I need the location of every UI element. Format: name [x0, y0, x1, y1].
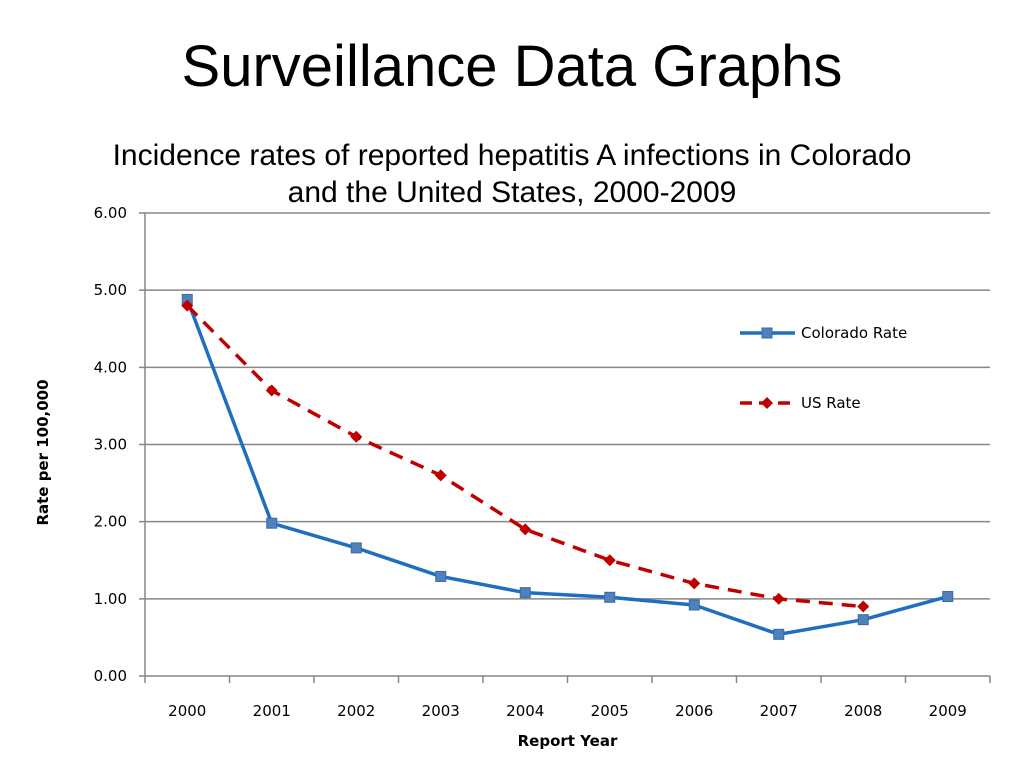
data-point: [350, 542, 362, 554]
data-point: [773, 628, 785, 640]
x-tick-label: 2005: [591, 702, 629, 720]
data-point: [435, 570, 447, 582]
y-tick-label: 1.00: [94, 590, 127, 608]
y-tick-label: 0.00: [94, 667, 127, 685]
x-tick-label: 2007: [760, 702, 798, 720]
y-tick-label: 6.00: [94, 204, 127, 222]
data-point: [688, 577, 701, 590]
data-point: [857, 600, 870, 613]
data-point: [603, 554, 616, 567]
series-line-us-rate: [186, 304, 864, 609]
data-point: [266, 517, 278, 529]
legend-entry: Colorado Rate: [801, 324, 907, 342]
x-axis-label: Report Year: [518, 732, 618, 750]
data-point: [604, 591, 616, 603]
x-tick-label: 2001: [253, 702, 291, 720]
series-line-colorado-rate: [185, 298, 949, 637]
y-tick-label: 2.00: [94, 513, 127, 531]
data-point: [688, 599, 700, 611]
x-tick-label: 2006: [675, 702, 713, 720]
x-tick-label: 2002: [337, 702, 375, 720]
data-point: [350, 430, 363, 443]
chart-title: Incidence rates of reported hepatitis A …: [40, 137, 984, 211]
x-tick-label: 2009: [929, 702, 967, 720]
legend-marker: [761, 397, 773, 409]
data-point: [181, 299, 194, 312]
y-tick-label: 5.00: [94, 281, 127, 299]
x-tick-label: 2008: [844, 702, 882, 720]
data-point: [519, 587, 531, 599]
data-point: [434, 469, 447, 482]
legend-marker: [761, 327, 773, 339]
data-point: [857, 614, 869, 626]
data-point: [942, 591, 954, 603]
data-point: [519, 523, 532, 536]
chart-title-line-2: and the United States, 2000-2009: [287, 176, 737, 209]
y-tick-label: 3.00: [94, 436, 127, 454]
chart-title-line-1: Incidence rates of reported hepatitis A …: [112, 139, 912, 172]
data-point: [265, 384, 278, 397]
slide-title: Surveillance Data Graphs: [181, 34, 843, 99]
x-tick-label: 2004: [506, 702, 544, 720]
x-tick-label: 2000: [168, 702, 206, 720]
data-point: [772, 592, 785, 605]
legend-entry: US Rate: [801, 394, 861, 412]
y-axis-label: Rate per 100,000: [34, 379, 52, 525]
y-tick-label: 4.00: [94, 358, 127, 376]
x-tick-label: 2003: [422, 702, 460, 720]
